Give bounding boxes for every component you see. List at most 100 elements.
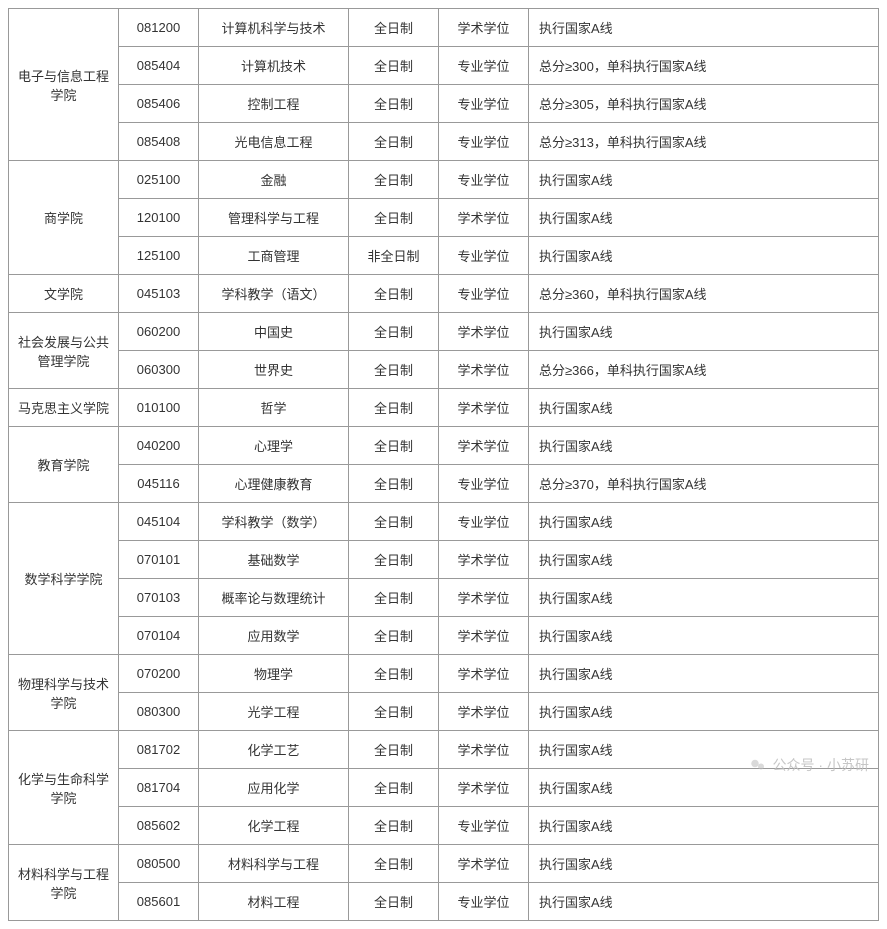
code-cell: 040200: [119, 427, 199, 465]
degree-cell: 专业学位: [439, 85, 529, 123]
code-cell: 080300: [119, 693, 199, 731]
degree-cell: 专业学位: [439, 275, 529, 313]
mode-cell: 全日制: [349, 47, 439, 85]
code-cell: 070200: [119, 655, 199, 693]
req-cell: 执行国家A线: [529, 389, 879, 427]
degree-cell: 专业学位: [439, 883, 529, 921]
table-row: 马克思主义学院010100哲学全日制学术学位执行国家A线: [9, 389, 879, 427]
code-cell: 085602: [119, 807, 199, 845]
mode-cell: 全日制: [349, 617, 439, 655]
mode-cell: 非全日制: [349, 237, 439, 275]
degree-cell: 专业学位: [439, 465, 529, 503]
table-row: 化学与生命科学学院081702化学工艺全日制学术学位执行国家A线: [9, 731, 879, 769]
table-row: 商学院025100金融全日制专业学位执行国家A线: [9, 161, 879, 199]
major-cell: 工商管理: [199, 237, 349, 275]
code-cell: 045103: [119, 275, 199, 313]
major-cell: 光电信息工程: [199, 123, 349, 161]
req-cell: 执行国家A线: [529, 769, 879, 807]
degree-cell: 专业学位: [439, 237, 529, 275]
degree-cell: 专业学位: [439, 47, 529, 85]
school-cell: 物理科学与技术学院: [9, 655, 119, 731]
degree-cell: 学术学位: [439, 427, 529, 465]
degree-cell: 学术学位: [439, 845, 529, 883]
req-cell: 执行国家A线: [529, 845, 879, 883]
code-cell: 080500: [119, 845, 199, 883]
req-cell: 总分≥360，单科执行国家A线: [529, 275, 879, 313]
mode-cell: 全日制: [349, 769, 439, 807]
degree-cell: 学术学位: [439, 313, 529, 351]
school-cell: 化学与生命科学学院: [9, 731, 119, 845]
major-cell: 心理健康教育: [199, 465, 349, 503]
major-cell: 计算机技术: [199, 47, 349, 85]
mode-cell: 全日制: [349, 693, 439, 731]
mode-cell: 全日制: [349, 845, 439, 883]
mode-cell: 全日制: [349, 85, 439, 123]
req-cell: 执行国家A线: [529, 655, 879, 693]
degree-cell: 专业学位: [439, 807, 529, 845]
req-cell: 执行国家A线: [529, 731, 879, 769]
mode-cell: 全日制: [349, 351, 439, 389]
table-row: 081704应用化学全日制学术学位执行国家A线: [9, 769, 879, 807]
mode-cell: 全日制: [349, 655, 439, 693]
code-cell: 081704: [119, 769, 199, 807]
mode-cell: 全日制: [349, 465, 439, 503]
major-cell: 材料科学与工程: [199, 845, 349, 883]
table-row: 085601材料工程全日制专业学位执行国家A线: [9, 883, 879, 921]
code-cell: 081702: [119, 731, 199, 769]
major-cell: 计算机科学与技术: [199, 9, 349, 47]
admissions-table: 电子与信息工程学院081200计算机科学与技术全日制学术学位执行国家A线0854…: [8, 8, 879, 921]
major-cell: 世界史: [199, 351, 349, 389]
major-cell: 控制工程: [199, 85, 349, 123]
table-row: 文学院045103学科教学（语文）全日制专业学位总分≥360，单科执行国家A线: [9, 275, 879, 313]
table-row: 电子与信息工程学院081200计算机科学与技术全日制学术学位执行国家A线: [9, 9, 879, 47]
table-row: 材料科学与工程学院080500材料科学与工程全日制学术学位执行国家A线: [9, 845, 879, 883]
code-cell: 060200: [119, 313, 199, 351]
mode-cell: 全日制: [349, 427, 439, 465]
major-cell: 应用数学: [199, 617, 349, 655]
table-row: 045116心理健康教育全日制专业学位总分≥370，单科执行国家A线: [9, 465, 879, 503]
major-cell: 光学工程: [199, 693, 349, 731]
mode-cell: 全日制: [349, 313, 439, 351]
mode-cell: 全日制: [349, 503, 439, 541]
req-cell: 执行国家A线: [529, 807, 879, 845]
code-cell: 081200: [119, 9, 199, 47]
code-cell: 010100: [119, 389, 199, 427]
major-cell: 基础数学: [199, 541, 349, 579]
school-cell: 社会发展与公共管理学院: [9, 313, 119, 389]
req-cell: 总分≥370，单科执行国家A线: [529, 465, 879, 503]
req-cell: 执行国家A线: [529, 503, 879, 541]
degree-cell: 专业学位: [439, 123, 529, 161]
req-cell: 执行国家A线: [529, 541, 879, 579]
table-row: 数学科学学院045104学科教学（数学）全日制专业学位执行国家A线: [9, 503, 879, 541]
degree-cell: 专业学位: [439, 161, 529, 199]
req-cell: 执行国家A线: [529, 427, 879, 465]
major-cell: 概率论与数理统计: [199, 579, 349, 617]
mode-cell: 全日制: [349, 731, 439, 769]
code-cell: 085408: [119, 123, 199, 161]
mode-cell: 全日制: [349, 389, 439, 427]
degree-cell: 学术学位: [439, 617, 529, 655]
mode-cell: 全日制: [349, 123, 439, 161]
req-cell: 总分≥313，单科执行国家A线: [529, 123, 879, 161]
req-cell: 执行国家A线: [529, 693, 879, 731]
school-cell: 材料科学与工程学院: [9, 845, 119, 921]
table-row: 070101基础数学全日制学术学位执行国家A线: [9, 541, 879, 579]
table-row: 120100管理科学与工程全日制学术学位执行国家A线: [9, 199, 879, 237]
degree-cell: 专业学位: [439, 503, 529, 541]
degree-cell: 学术学位: [439, 693, 529, 731]
code-cell: 085404: [119, 47, 199, 85]
school-cell: 教育学院: [9, 427, 119, 503]
mode-cell: 全日制: [349, 161, 439, 199]
req-cell: 执行国家A线: [529, 9, 879, 47]
mode-cell: 全日制: [349, 199, 439, 237]
code-cell: 070104: [119, 617, 199, 655]
major-cell: 心理学: [199, 427, 349, 465]
mode-cell: 全日制: [349, 541, 439, 579]
table-row: 教育学院040200心理学全日制学术学位执行国家A线: [9, 427, 879, 465]
req-cell: 执行国家A线: [529, 579, 879, 617]
code-cell: 070103: [119, 579, 199, 617]
school-cell: 商学院: [9, 161, 119, 275]
req-cell: 总分≥305，单科执行国家A线: [529, 85, 879, 123]
major-cell: 物理学: [199, 655, 349, 693]
table-row: 070103概率论与数理统计全日制学术学位执行国家A线: [9, 579, 879, 617]
